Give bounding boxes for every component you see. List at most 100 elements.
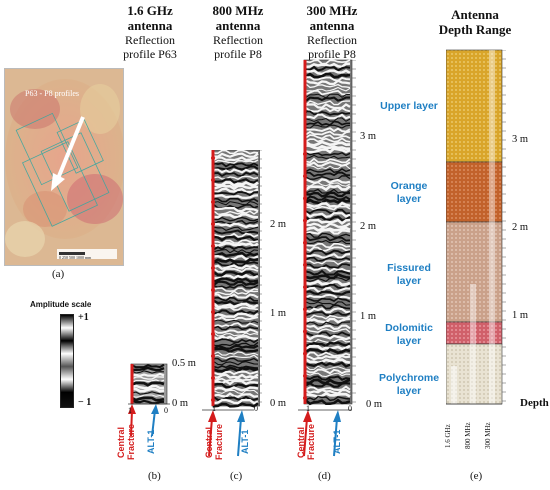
panel-d-arrows xyxy=(298,409,352,457)
reflection-band xyxy=(304,62,351,69)
b-depth-label: 0 m xyxy=(172,398,189,409)
alt-1-label: ALT-1 xyxy=(332,429,342,455)
reflection-band xyxy=(305,100,351,107)
reflection-band xyxy=(304,293,351,300)
reflection-band xyxy=(304,211,351,219)
reflection-band xyxy=(304,143,351,151)
panel-label-b: (b) xyxy=(148,470,161,482)
map-scale-text: 0 250 500 1000 mm xyxy=(59,255,92,260)
panel-c-arrows xyxy=(202,409,254,457)
reflection-band xyxy=(305,327,351,333)
b-tick-0: 0 xyxy=(164,406,168,415)
reflection-band xyxy=(212,398,259,405)
reflection-band xyxy=(305,311,351,317)
reflection-band xyxy=(305,372,351,378)
alt-1-label: ALT-1 xyxy=(240,429,250,455)
fracture-marker xyxy=(303,396,307,400)
reflection-band xyxy=(212,273,259,280)
reflection-band xyxy=(305,365,351,371)
reflection-band xyxy=(304,184,351,193)
e-bottom-label-800mhz: 800 MHz xyxy=(464,422,472,450)
panel-b-graphic xyxy=(128,363,170,437)
fracture-marker xyxy=(211,398,215,402)
fracture-marker xyxy=(211,156,215,160)
reflection-band xyxy=(304,113,351,120)
e-bottom-label-300mhz: 300 MHz xyxy=(484,422,492,450)
reflection-band xyxy=(212,334,259,341)
reflection-band xyxy=(213,249,259,254)
red-arrow xyxy=(208,410,217,422)
reflection-band xyxy=(305,171,351,178)
reflection-band xyxy=(212,184,259,191)
site-map: P63 - P8 profiles 0 250 500 1000 mm xyxy=(4,68,124,266)
d-depth-label: 1 m xyxy=(360,311,377,322)
panel-label-c: (c) xyxy=(230,470,243,482)
fracture-marker xyxy=(303,152,307,156)
reflection-band xyxy=(305,89,351,96)
reflection-band xyxy=(304,333,351,341)
reflection-band xyxy=(213,216,259,222)
panel-label-d: (d) xyxy=(318,470,331,482)
panel-label-e: (e) xyxy=(470,470,483,482)
reflection-band xyxy=(131,391,165,395)
fracture-marker xyxy=(211,288,215,292)
reflection-band xyxy=(305,297,351,303)
reflection-band xyxy=(305,76,351,82)
reflection-band xyxy=(212,206,259,213)
reflection-band xyxy=(213,267,259,273)
reflection-band xyxy=(212,280,259,288)
reflection-band xyxy=(305,151,351,157)
reflection-band xyxy=(213,296,259,302)
reflection-band xyxy=(213,290,259,296)
layer-label-polychrome: Polychrome layer xyxy=(378,372,440,397)
reflection-band xyxy=(213,197,259,203)
reflection-band xyxy=(305,130,351,137)
reflection-band xyxy=(305,59,351,65)
reflection-band xyxy=(212,298,259,306)
reflection-band xyxy=(213,360,259,366)
reflection-band xyxy=(304,272,351,280)
reflection-band xyxy=(212,309,259,315)
reflection-band xyxy=(304,218,351,225)
reflection-band xyxy=(305,82,351,89)
reflection-band xyxy=(305,175,351,181)
reflection-band xyxy=(305,110,351,116)
reflection-band xyxy=(305,232,351,238)
reflection-band xyxy=(304,69,351,76)
reflection-band xyxy=(213,331,259,337)
range-bar-800mhz xyxy=(470,284,476,404)
reflection-band xyxy=(131,379,165,384)
reflection-band xyxy=(305,249,351,256)
reflection-band xyxy=(305,304,351,310)
reflection-band xyxy=(212,222,259,229)
reflection-band xyxy=(213,351,259,356)
reflection-band xyxy=(213,201,259,206)
reflection-band xyxy=(304,201,351,208)
fracture-marker xyxy=(303,307,307,312)
c-tick-0: 0 xyxy=(254,404,258,413)
alt-1-label: ALT-1 xyxy=(146,429,156,455)
orange-layer-band xyxy=(446,161,503,223)
reflection-band xyxy=(212,180,259,188)
header-depth-range: Antenna Depth Range xyxy=(420,7,530,38)
reflection-band xyxy=(130,384,165,390)
reflection-band xyxy=(304,198,351,205)
reflection-band xyxy=(304,354,351,361)
reflection-band xyxy=(213,357,259,363)
reflection-band xyxy=(305,117,351,123)
amplitude-scale-title: Amplitude scale xyxy=(30,300,92,309)
map-annotation: P63 - P8 profiles xyxy=(25,89,79,98)
reflection-band xyxy=(212,270,259,277)
reflection-band xyxy=(305,127,351,133)
fracture-marker xyxy=(303,285,307,290)
antenna-title: 300 MHz antenna xyxy=(306,3,358,33)
fracture-marker xyxy=(211,376,215,380)
fracture-marker xyxy=(211,244,215,248)
reflection-band xyxy=(212,293,259,299)
reflection-band xyxy=(213,283,259,289)
reflection-band xyxy=(212,241,259,248)
reflection-band xyxy=(304,391,351,399)
panel-d-depth-axis xyxy=(352,59,358,404)
reflection-band xyxy=(304,269,351,276)
fracture-marker xyxy=(303,174,307,179)
